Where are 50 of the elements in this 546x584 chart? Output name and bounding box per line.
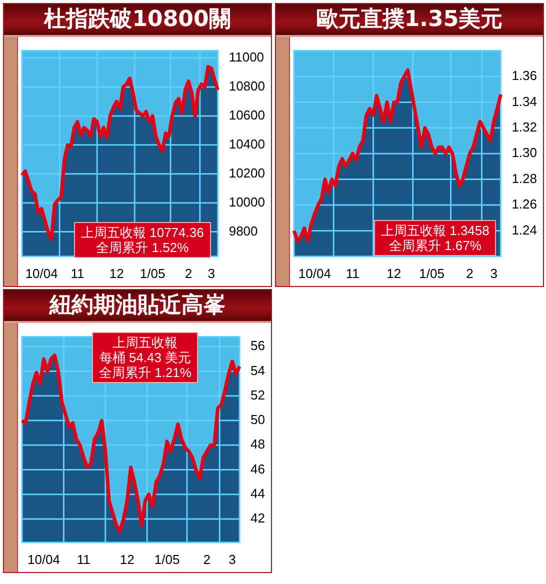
x-tick-label: 12 <box>386 266 402 281</box>
y-tick-label: 54 <box>250 362 266 378</box>
y-tick-label: 1.36 <box>512 68 538 84</box>
y-tick-label: 1.24 <box>512 222 538 238</box>
x-tick-label: 11 <box>76 552 90 567</box>
x-tick-label: 3 <box>490 266 498 281</box>
y-tick-label: 42 <box>250 510 266 526</box>
x-tick-label: 12 <box>120 552 134 567</box>
y-tick-label: 10000 <box>228 194 266 210</box>
x-tick-label: 1/05 <box>419 266 444 281</box>
y-tick-label: 52 <box>250 387 266 402</box>
annotation: 全周累升 1.21% <box>99 365 192 380</box>
annotation: 上周五收報 10774.36 <box>81 225 204 240</box>
annotation: 上周五收報 1.3458 <box>381 223 490 238</box>
x-tick-label: 3 <box>228 552 236 567</box>
y-tick-label: 1.26 <box>512 196 538 212</box>
x-tick-label: 2 <box>184 266 192 281</box>
y-tick-label: 10200 <box>228 165 266 180</box>
x-tick-label: 1/05 <box>154 552 180 567</box>
y-tick-label: 46 <box>250 461 266 476</box>
y-tick-label: 44 <box>250 486 266 501</box>
y-tick-label: 1.28 <box>512 170 538 186</box>
y-tick-label: 10600 <box>228 108 266 123</box>
y-tick-label: 10400 <box>228 136 266 152</box>
annotation: 每桶 54.43 美元 <box>99 350 192 365</box>
y-tick-label: 1.34 <box>512 94 538 109</box>
annotation: 全周累升 1.52% <box>95 240 190 255</box>
x-tick-label: 10/04 <box>298 266 331 281</box>
x-tick-label: 2 <box>203 552 211 567</box>
x-tick-label: 11 <box>346 266 360 281</box>
y-tick-label: 11000 <box>228 50 264 65</box>
x-tick-label: 3 <box>208 266 215 281</box>
y-tick-label: 48 <box>250 436 266 452</box>
y-tick-label: 50 <box>250 412 266 428</box>
x-tick-label: 1/05 <box>140 266 166 281</box>
x-tick-label: 2 <box>466 266 474 281</box>
x-tick-label: 10/04 <box>25 266 58 281</box>
y-tick-label: 1.32 <box>512 119 538 134</box>
x-tick-label: 10/04 <box>27 552 60 567</box>
annotation: 全周累升 1.67% <box>388 238 482 253</box>
y-tick-label: 56 <box>250 338 266 354</box>
x-tick-label: 11 <box>70 266 84 281</box>
annotation: 上周五收報 <box>112 335 179 350</box>
y-tick-label: 1.30 <box>512 145 538 160</box>
y-tick-label: 9800 <box>228 223 258 238</box>
chart-title: 杜指跌破10800關 <box>4 4 271 37</box>
x-tick-label: 12 <box>109 266 124 281</box>
y-tick-label: 10800 <box>228 78 266 94</box>
chart-title: 歐元直撲1.35美元 <box>276 4 543 37</box>
chart-title: 紐約期油貼近高峯 <box>4 290 271 323</box>
